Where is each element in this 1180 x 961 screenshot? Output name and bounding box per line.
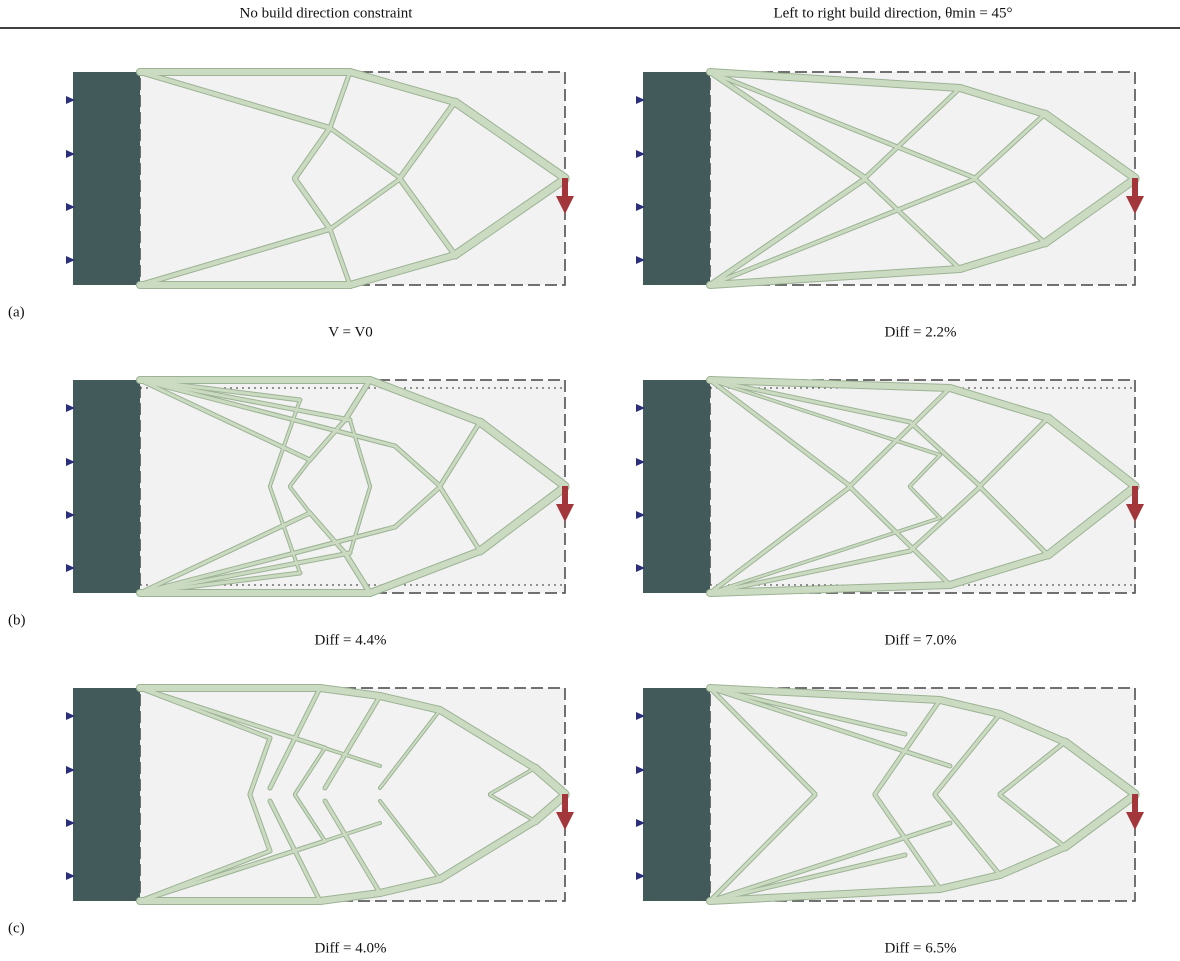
- row-label: (a): [8, 304, 25, 320]
- column-header: No build direction constraint: [240, 5, 414, 21]
- panel-caption: Diff = 2.2%: [885, 324, 957, 340]
- fixed-support: [73, 72, 140, 285]
- column-header: Left to right build direction, θmin = 45…: [773, 5, 1012, 21]
- panel: [636, 380, 1144, 593]
- panel-caption: Diff = 4.4%: [315, 632, 387, 648]
- fixed-support: [643, 72, 710, 285]
- panel-caption: Diff = 6.5%: [885, 940, 957, 956]
- panel: [636, 72, 1144, 285]
- panel-caption: V = V0: [328, 324, 373, 340]
- panel-caption: Diff = 7.0%: [885, 632, 957, 648]
- fixed-support: [643, 380, 710, 593]
- design-domain: [710, 72, 1135, 285]
- design-domain: [710, 688, 1135, 901]
- fixed-support: [73, 380, 140, 593]
- row-label: (c): [8, 920, 25, 936]
- design-domain: [140, 688, 565, 901]
- row-label: (b): [8, 612, 26, 628]
- panel: [66, 380, 574, 593]
- panel-caption: Diff = 4.0%: [315, 940, 387, 956]
- panel: [66, 72, 574, 285]
- figure: No build direction constraint Left to ri…: [0, 0, 1180, 956]
- design-domain: [140, 72, 565, 285]
- panel: [636, 688, 1144, 901]
- fixed-support: [73, 688, 140, 901]
- fixed-support: [643, 688, 710, 901]
- panel: [66, 688, 574, 901]
